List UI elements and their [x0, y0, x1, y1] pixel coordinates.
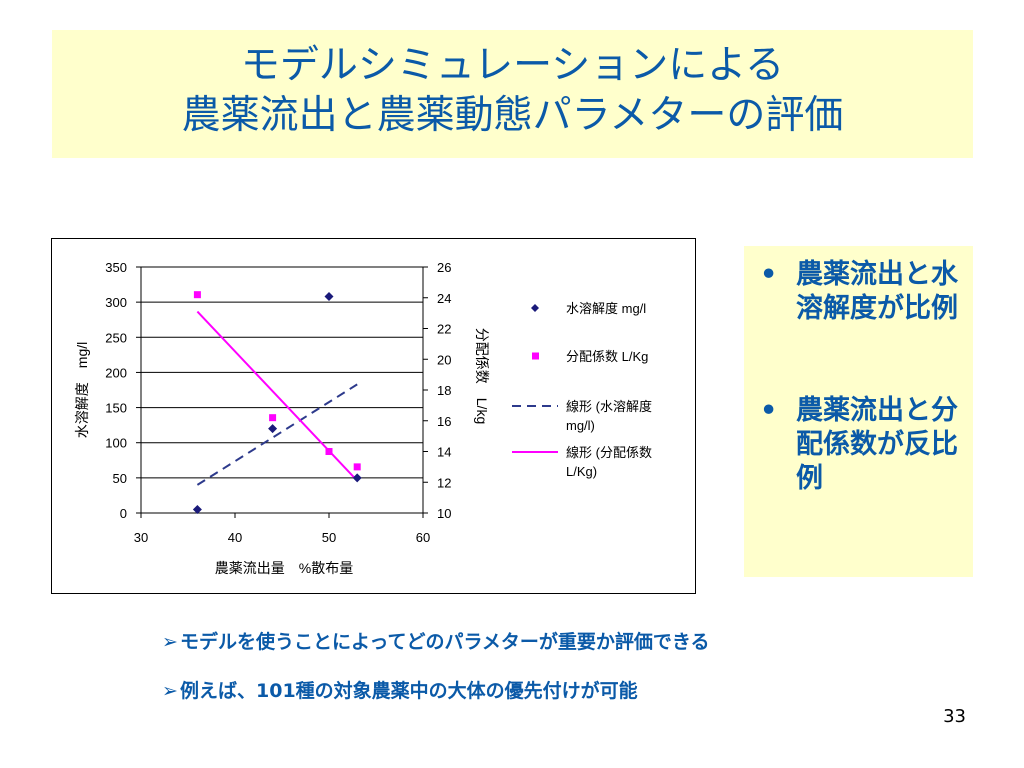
- y-tick-label: 0: [120, 506, 127, 521]
- x-tick-label: 40: [228, 530, 242, 545]
- y2-tick-label: 26: [437, 260, 451, 275]
- data-point-solubility: [324, 292, 334, 302]
- y2-tick-label: 22: [437, 322, 451, 337]
- legend-label: 線形 (分配係数: [566, 445, 652, 460]
- data-point-partition: [325, 448, 333, 455]
- arrow-bullet-icon: ➢: [162, 680, 178, 702]
- arrow-bullet-icon: ➢: [162, 631, 178, 653]
- legend-marker-solubility: [531, 304, 539, 312]
- y2-tick-label: 12: [437, 475, 451, 490]
- legend-marker-partition: [532, 352, 539, 360]
- data-point-solubility: [268, 424, 278, 434]
- legend-label: 水溶解度 mg/l: [566, 301, 646, 316]
- conclusion-text-2: 例えば、101種の対象農薬中の大体の優先付けが可能: [180, 680, 638, 702]
- y2-tick-label: 16: [437, 414, 451, 429]
- y2-tick-label: 10: [437, 506, 451, 521]
- trendline-solubility: [196, 383, 358, 486]
- bullet-icon: •: [760, 259, 778, 290]
- x-tick-label: 60: [416, 530, 430, 545]
- conclusion-1: ➢ モデルを使うことによってどのパラメターが重要か評価できる: [162, 627, 710, 654]
- summary-text-1: 農薬流出と水溶解度が比例: [796, 259, 958, 324]
- y-tick-label: 150: [105, 401, 127, 416]
- data-point-partition: [193, 291, 201, 299]
- legend-label: mg/l): [566, 418, 595, 433]
- summary-box: • 農薬流出と水溶解度が比例 • 農薬流出と分配係数が反比例: [744, 246, 973, 577]
- y2-axis-label: 分配係数 L/kg: [474, 328, 490, 424]
- y-tick-label: 250: [105, 330, 127, 345]
- data-point-partition: [353, 463, 361, 471]
- y2-tick-label: 24: [437, 291, 451, 306]
- conclusion-text-1: モデルを使うことによってどのパラメターが重要か評価できる: [180, 631, 710, 653]
- chart-frame: 0 50 100 150 200 250 300 350 10 12 14 16 18 20 22 24 26 3…: [51, 238, 696, 594]
- y-tick-label: 300: [105, 295, 127, 310]
- title-box: モデルシミュレーションによる 農薬流出と農薬動態パラメターの評価: [52, 30, 973, 158]
- page-number: 33: [943, 706, 966, 727]
- data-point-solubility: [192, 504, 202, 514]
- y-tick-label: 100: [105, 436, 127, 451]
- y-axis-label: 水溶解度 mg/l: [74, 342, 90, 438]
- y2-tick-label: 14: [437, 445, 451, 460]
- slide-title-line1: モデルシミュレーションによる: [240, 43, 785, 88]
- x-tick-label: 50: [322, 530, 336, 545]
- legend-label: L/Kg): [566, 464, 597, 479]
- legend-label: 分配係数 L/Kg: [566, 349, 648, 364]
- y2-tick-label: 18: [437, 383, 451, 398]
- legend-label: 線形 (水溶解度: [566, 399, 652, 414]
- data-point-solubility: [352, 473, 362, 483]
- x-tick-label: 30: [134, 530, 148, 545]
- y-tick-label: 350: [105, 260, 127, 275]
- bullet-icon: •: [760, 395, 778, 426]
- scatter-chart: 0 50 100 150 200 250 300 350 10 12 14 16 18 20 22 24 26 3…: [74, 260, 652, 576]
- x-axis-label: 農薬流出量 %散布量: [215, 560, 353, 576]
- conclusion-2: ➢ 例えば、101種の対象農薬中の大体の優先付けが可能: [162, 676, 638, 703]
- summary-text-2: 農薬流出と分配係数が反比例: [796, 395, 958, 494]
- data-point-partition: [269, 414, 277, 422]
- y-tick-label: 200: [105, 365, 127, 380]
- slide-title-line2: 農薬流出と農薬動態パラメターの評価: [181, 93, 844, 138]
- y2-tick-label: 20: [437, 352, 451, 367]
- y-tick-label: 50: [113, 471, 127, 486]
